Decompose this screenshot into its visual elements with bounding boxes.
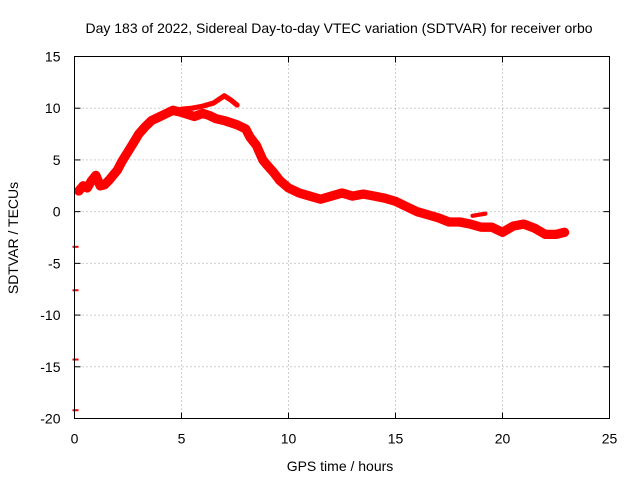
data-point [252,141,261,150]
data-point [123,147,133,156]
data-point [117,157,126,167]
data-point [162,109,171,118]
data-point [241,124,250,134]
data-point [226,118,235,127]
data-point [412,207,422,216]
data-point [498,228,507,237]
data-point [91,171,101,180]
data-point [483,211,488,216]
data-point [200,103,206,109]
y-tick-label: -15 [40,359,60,375]
series-line-2 [470,211,488,218]
data-point [221,93,227,99]
data-point [508,221,518,231]
data-point [455,217,464,227]
data-point [470,213,475,218]
data-point [134,129,143,139]
data-point [284,183,293,193]
x-tick-label: 5 [178,431,186,447]
data-point [130,137,139,146]
data-point [198,109,208,118]
data-point [530,223,539,233]
data-point [234,102,240,108]
data-point [294,188,304,198]
chart-title: Day 183 of 2022, Sidereal Day-to-day VTE… [85,20,592,36]
data-point [205,111,214,120]
y-tick-label: 15 [45,49,61,65]
data-point [466,219,475,229]
data-point [183,110,193,119]
data-point [519,219,529,229]
series-line-1 [178,93,240,112]
grid [74,56,610,419]
data-point [220,116,229,125]
plot-frame [74,56,610,419]
data-point [211,114,220,123]
data-point [189,105,195,111]
data-point [434,213,443,223]
data-point [327,191,336,201]
data-point [155,112,165,121]
y-tick-label: -10 [40,307,60,323]
data-point [380,193,390,203]
data-point [423,210,432,219]
data-point [140,122,150,132]
data-point [348,191,357,201]
data-point [487,222,497,232]
y-axis-label: SDTVAR / TECUs [5,182,21,294]
data-point [476,222,486,232]
x-tick-label: 20 [495,431,511,447]
data-point [262,160,272,170]
data-point [401,202,411,211]
data-point [211,100,216,106]
series-line-0 [74,105,570,240]
data-point [179,106,184,112]
data-point [316,195,325,204]
data-point [551,230,561,239]
data-point [337,188,347,198]
y-tick-label: 5 [53,152,61,168]
data-point [541,230,550,239]
data-point [359,189,368,199]
x-tick-label: 10 [281,431,297,447]
y-tick-label: 10 [45,100,61,116]
x-tick-label: 15 [388,431,404,447]
y-tick-label: 0 [53,204,61,220]
data-point [168,106,178,115]
data-point [232,120,242,129]
data-point [228,97,234,103]
data-point [444,217,454,227]
x-axis-label: GPS time / hours [287,458,394,474]
data-point [269,168,278,177]
data-point [275,176,285,185]
data-point [391,197,400,206]
data-point [147,116,156,125]
y-tick-label: -5 [48,255,61,271]
data-point [190,112,199,121]
y-tick-label: -20 [40,411,60,427]
data-point [560,228,569,237]
data-point [83,183,92,193]
data-layer [72,93,570,412]
data-point [245,132,255,142]
x-tick-label: 25 [602,431,618,447]
data-point [113,166,122,175]
data-point [305,191,315,201]
data-point [369,191,379,201]
x-tick-label: 0 [71,431,79,447]
